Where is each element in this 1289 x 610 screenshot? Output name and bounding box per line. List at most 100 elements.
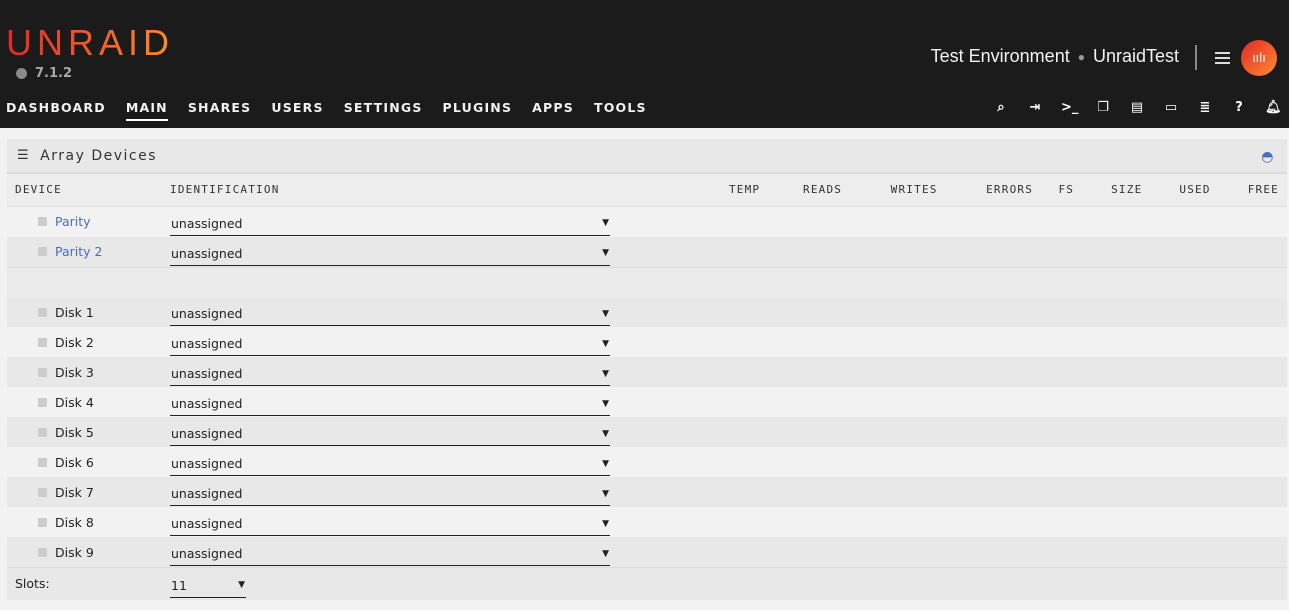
device-select[interactable]: unassigned ▼	[170, 242, 610, 266]
dropdown-arrow-icon: ▼	[238, 580, 245, 591]
device-row: Disk 9 unassigned ▼	[7, 537, 1287, 568]
array-devices-panel: ☰ Array Devices ◓ DEVICE IDENTIFICATION …	[7, 139, 1287, 600]
device-select-value: unassigned	[171, 366, 243, 381]
array-table: DEVICE IDENTIFICATION TEMP READS WRITES …	[7, 174, 1287, 600]
nav-shares[interactable]: SHARES	[187, 100, 252, 115]
device-row: Disk 8 unassigned ▼	[7, 507, 1287, 537]
status-indicator	[38, 427, 47, 437]
dropdown-arrow-icon: ▼	[602, 338, 609, 349]
device-select-value: unassigned	[171, 486, 243, 501]
device-select-value: unassigned	[171, 516, 243, 531]
device-name: Disk 4	[55, 394, 94, 410]
device-row: Parity unassigned ▼	[7, 206, 1287, 237]
device-select[interactable]: unassigned ▼	[170, 452, 610, 476]
status-indicator	[38, 547, 47, 557]
nav-apps[interactable]: APPS	[532, 100, 574, 115]
toolbar-icons: ⌕ ⇥ >_ ❐ ▤ ▭ ≣ ? 🔔︎	[993, 100, 1281, 116]
status-indicator	[38, 457, 47, 467]
dropdown-arrow-icon: ▼	[602, 518, 609, 529]
info-icon	[16, 68, 27, 79]
unraid-logo[interactable]: UNRAID	[6, 22, 175, 63]
panel-title-bar: ☰ Array Devices ◓	[7, 139, 1287, 174]
device-row: Parity 2 unassigned ▼	[7, 236, 1287, 267]
device-select-value: unassigned	[171, 336, 243, 351]
copy-icon[interactable]: ❐	[1097, 100, 1109, 115]
nav-tools[interactable]: TOOLS	[593, 100, 647, 115]
device-name: Disk 2	[55, 334, 94, 350]
dropdown-arrow-icon: ▼	[602, 488, 609, 499]
status-indicator	[38, 487, 47, 497]
device-name: Disk 5	[55, 424, 94, 440]
dashboard-gauge-icon[interactable]: ◓	[1261, 149, 1275, 165]
col-fs: FS	[1041, 174, 1083, 207]
device-name: Disk 9	[55, 544, 94, 560]
bell-icon[interactable]: 🔔︎	[1265, 100, 1282, 115]
status-indicator	[38, 247, 47, 256]
device-select[interactable]: unassigned ▼	[170, 482, 610, 506]
device-row: Disk 2 unassigned ▼	[7, 327, 1287, 357]
status-indicator	[38, 217, 47, 226]
dropdown-arrow-icon: ▼	[602, 218, 609, 228]
device-select-value: unassigned	[171, 546, 243, 561]
status-indicator	[38, 337, 47, 347]
device-select-value: unassigned	[171, 215, 243, 231]
version[interactable]: 7.1.2	[16, 66, 72, 81]
device-row: Disk 7 unassigned ▼	[7, 477, 1287, 507]
device-name: Disk 1	[55, 304, 94, 320]
device-link[interactable]: Parity 2	[55, 244, 103, 259]
terminal-icon[interactable]: >_	[1061, 100, 1079, 115]
device-select-value: unassigned	[171, 426, 243, 441]
server-info: Test Environment ● UnraidTest	[930, 46, 1179, 66]
device-link[interactable]: Parity	[55, 214, 91, 229]
device-row: Disk 3 unassigned ▼	[7, 357, 1287, 387]
col-writes: WRITES	[850, 174, 946, 207]
search-icon[interactable]: ⌕	[997, 100, 1005, 115]
nav-dashboard[interactable]: DASHBOARD	[6, 100, 106, 115]
dropdown-arrow-icon: ▼	[602, 368, 609, 379]
device-select[interactable]: unassigned ▼	[170, 542, 610, 566]
col-device: DEVICE	[7, 174, 170, 207]
divider	[1195, 45, 1197, 70]
help-icon[interactable]: ?	[1235, 100, 1243, 115]
device-select[interactable]: unassigned ▼	[170, 392, 610, 416]
device-select-value: unassigned	[171, 245, 243, 261]
log-icon[interactable]: ≣	[1199, 100, 1211, 115]
status-indicator	[38, 307, 47, 317]
col-temp: TEMP	[700, 174, 769, 207]
device-select[interactable]: unassigned ▼	[170, 512, 610, 536]
server-description: Test Environment	[930, 46, 1070, 66]
device-select-value: unassigned	[171, 396, 243, 411]
device-select-value: unassigned	[171, 306, 243, 321]
status-indicator	[38, 517, 47, 527]
device-select[interactable]: unassigned ▼	[170, 302, 610, 326]
dropdown-arrow-icon: ▼	[602, 398, 609, 409]
monitor-icon[interactable]: ▭	[1164, 100, 1178, 115]
nav-settings[interactable]: SETTINGS	[343, 100, 423, 115]
slots-row: Slots: 11 ▼	[7, 567, 1287, 600]
device-select[interactable]: unassigned ▼	[170, 362, 610, 386]
device-name: Disk 3	[55, 364, 94, 380]
feedback-icon[interactable]: ▤	[1130, 100, 1144, 115]
status-indicator	[38, 367, 47, 377]
device-select[interactable]: unassigned ▼	[170, 332, 610, 356]
device-row: Disk 5 unassigned ▼	[7, 417, 1287, 447]
device-row: Disk 4 unassigned ▼	[7, 387, 1287, 417]
device-row: Disk 6 unassigned ▼	[7, 447, 1287, 477]
col-free: FREE	[1218, 174, 1287, 207]
device-select[interactable]: unassigned ▼	[170, 212, 610, 236]
menu-icon[interactable]	[1215, 52, 1230, 67]
device-name: Disk 8	[55, 514, 94, 530]
avatar[interactable]: ıılı	[1241, 40, 1277, 76]
logout-icon[interactable]: ⇥	[1029, 100, 1041, 115]
nav-users[interactable]: USERS	[271, 100, 324, 115]
main-nav: DASHBOARD MAIN SHARES USERS SETTINGS PLU…	[6, 100, 647, 121]
nav-main[interactable]: MAIN	[125, 100, 168, 121]
database-icon: ☰	[17, 148, 31, 163]
device-name: Disk 7	[55, 484, 94, 500]
device-name: Disk 6	[55, 454, 94, 470]
device-select[interactable]: unassigned ▼	[170, 422, 610, 446]
slots-select[interactable]: 11 ▼	[170, 574, 246, 598]
nav-plugins[interactable]: PLUGINS	[442, 100, 513, 115]
status-indicator	[38, 397, 47, 407]
col-errors: ERRORS	[945, 174, 1042, 207]
